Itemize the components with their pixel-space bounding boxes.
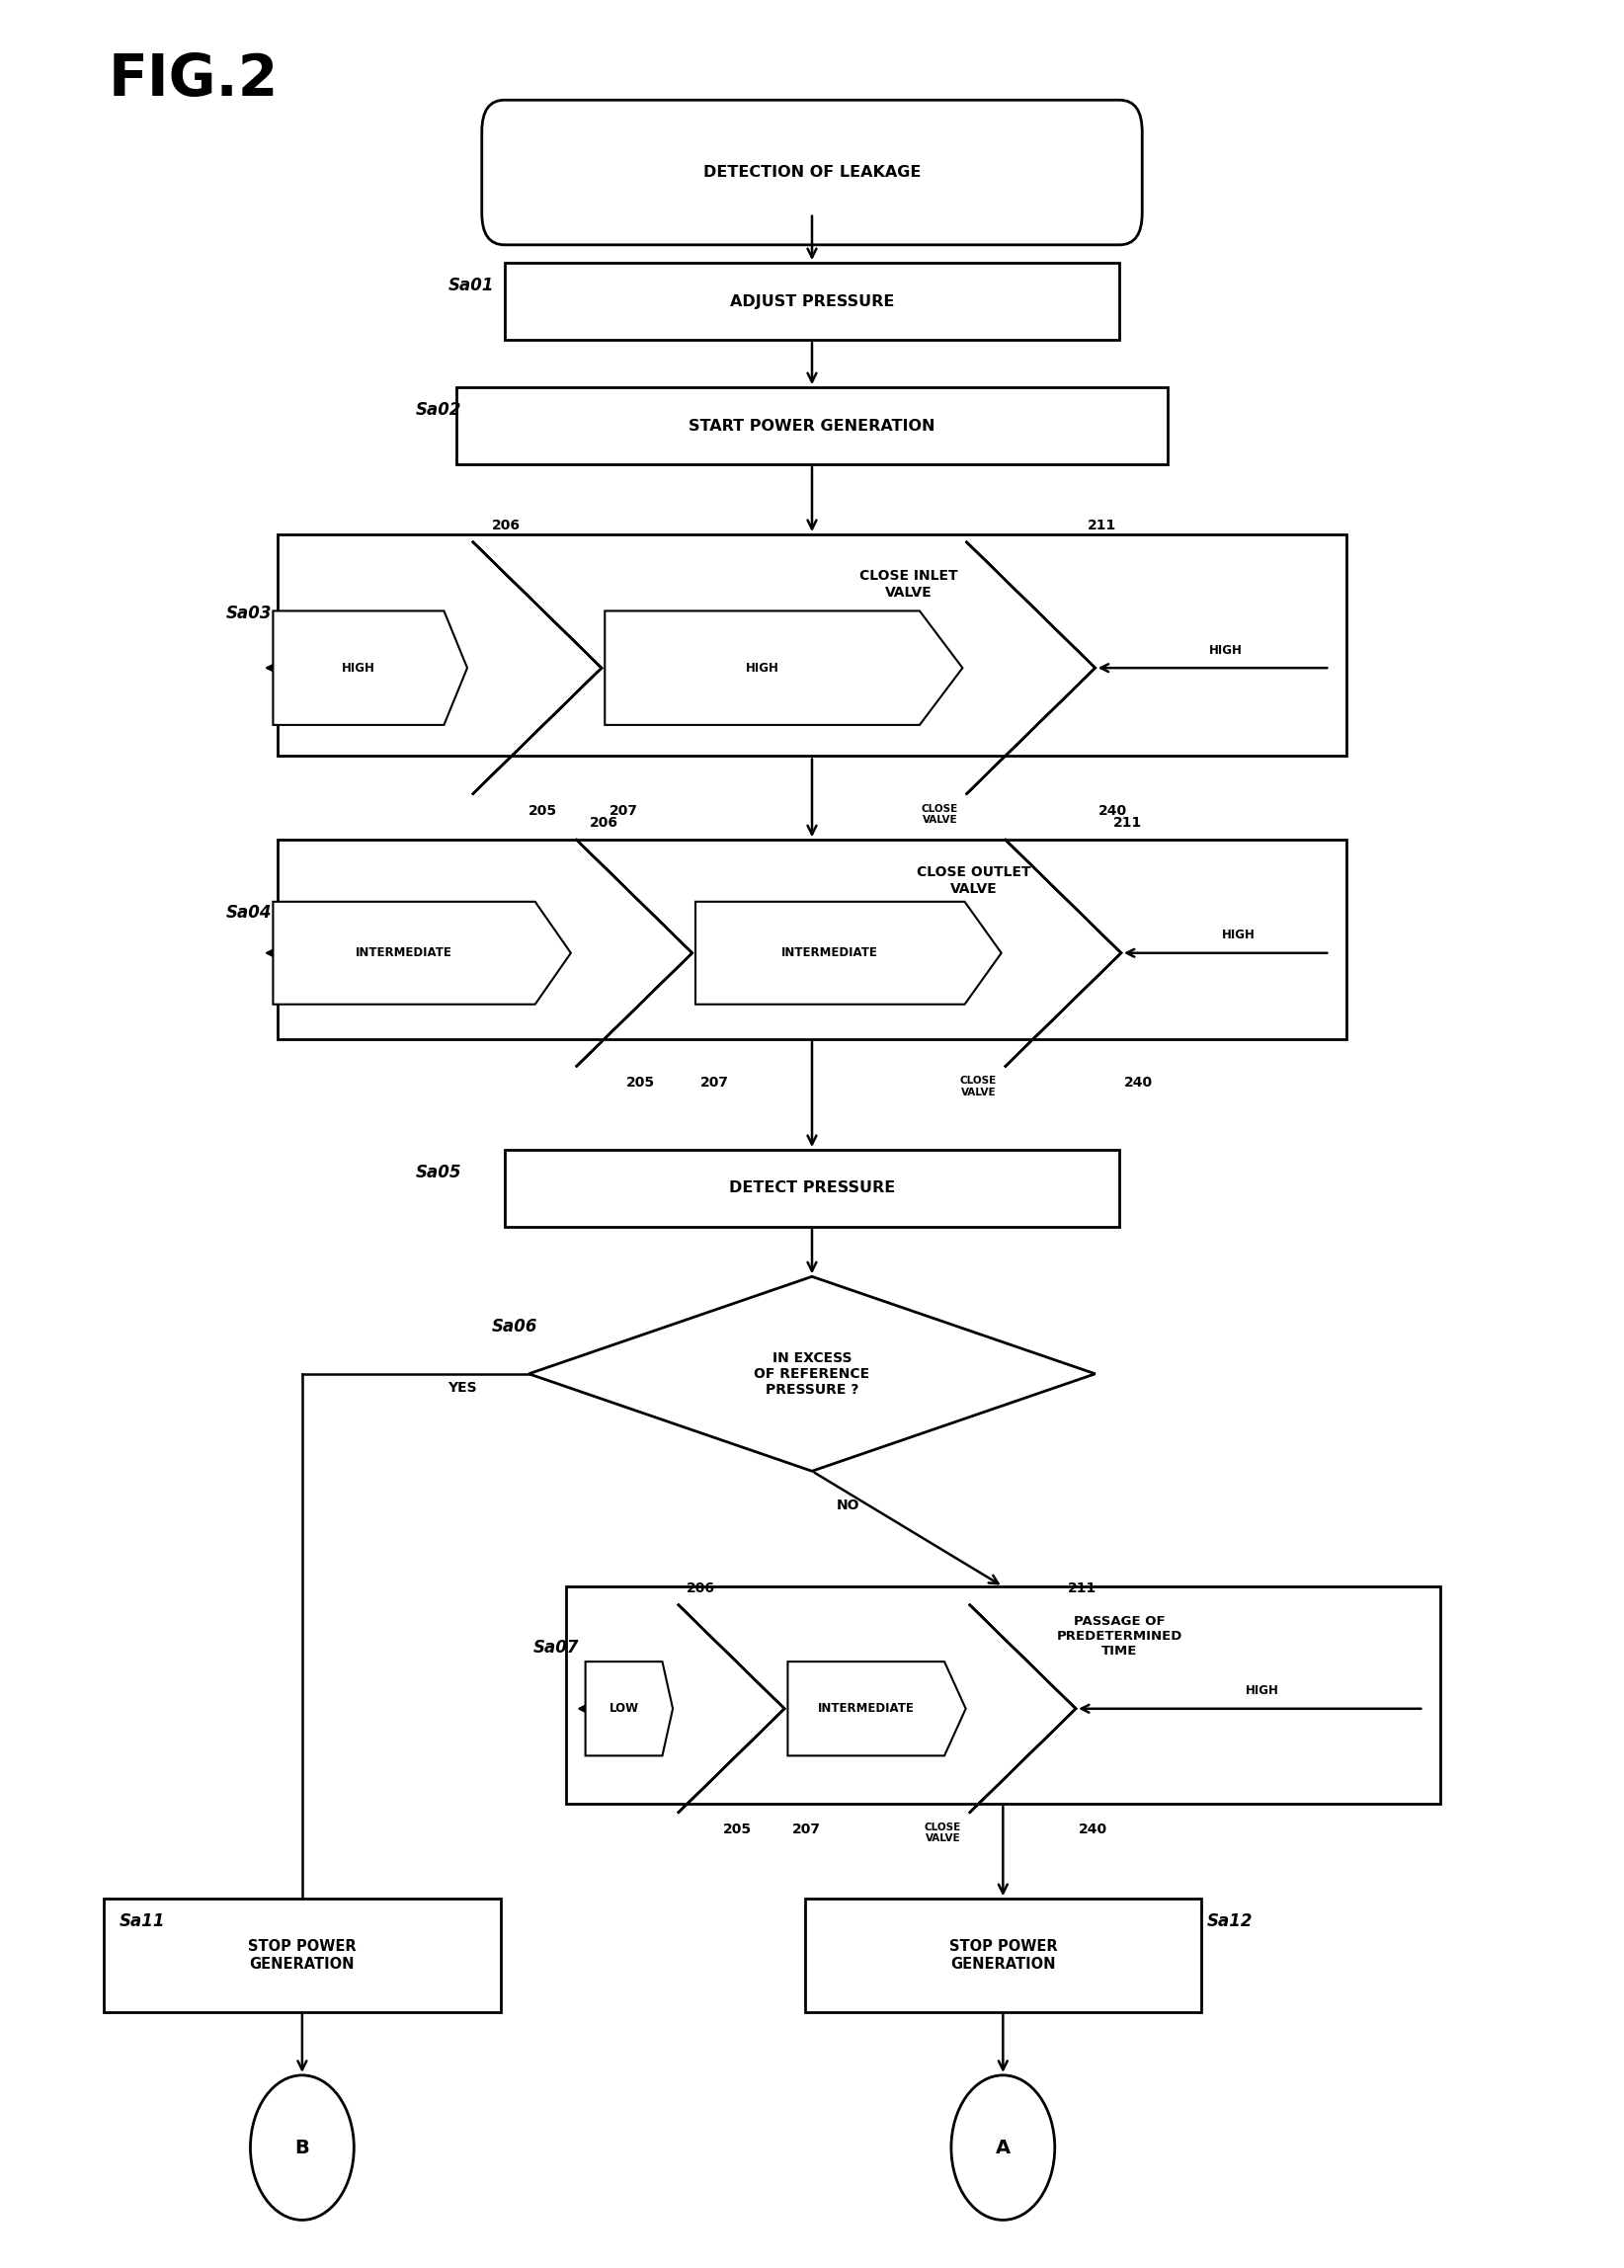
- Text: 205: 205: [625, 1075, 654, 1091]
- Bar: [456, 388, 1168, 465]
- Text: STOP POWER
GENERATION: STOP POWER GENERATION: [248, 1939, 356, 1971]
- Polygon shape: [273, 610, 468, 726]
- Text: ADJUST PRESSURE: ADJUST PRESSURE: [729, 295, 895, 308]
- Text: HIGH: HIGH: [1246, 1685, 1280, 1696]
- Bar: [806, 1898, 1202, 2012]
- Text: 205: 205: [529, 803, 557, 816]
- Text: HIGH: HIGH: [745, 662, 780, 674]
- Text: HIGH: HIGH: [341, 662, 375, 674]
- Text: 207: 207: [700, 1075, 729, 1091]
- Text: PASSAGE OF
PREDETERMINED
TIME: PASSAGE OF PREDETERMINED TIME: [1057, 1615, 1182, 1658]
- Text: 211: 211: [1067, 1581, 1096, 1594]
- Text: INTERMEDIATE: INTERMEDIATE: [818, 1703, 914, 1715]
- Bar: [278, 839, 1346, 1039]
- Text: 240: 240: [1124, 1075, 1153, 1091]
- Polygon shape: [604, 610, 963, 726]
- Text: 240: 240: [1078, 1821, 1108, 1837]
- Text: Sa12: Sa12: [1207, 1912, 1252, 1930]
- Text: LOW: LOW: [609, 1703, 638, 1715]
- Polygon shape: [529, 1277, 1095, 1472]
- Text: CLOSE
VALVE: CLOSE VALVE: [960, 1075, 997, 1098]
- Text: Sa02: Sa02: [416, 401, 461, 420]
- Text: STOP POWER
GENERATION: STOP POWER GENERATION: [948, 1939, 1057, 1971]
- Text: 205: 205: [723, 1821, 752, 1837]
- Polygon shape: [1005, 839, 1121, 1066]
- Text: Sa06: Sa06: [492, 1318, 538, 1336]
- Polygon shape: [788, 1662, 966, 1755]
- Text: CLOSE OUTLET
VALVE: CLOSE OUTLET VALVE: [916, 866, 1031, 896]
- Polygon shape: [575, 839, 692, 1066]
- Text: CLOSE INLET
VALVE: CLOSE INLET VALVE: [859, 569, 958, 599]
- Text: B: B: [296, 2139, 310, 2157]
- Bar: [505, 263, 1119, 340]
- Circle shape: [250, 2075, 354, 2220]
- Text: IN EXCESS
OF REFERENCE
PRESSURE ?: IN EXCESS OF REFERENCE PRESSURE ?: [754, 1352, 870, 1397]
- Bar: [505, 1150, 1119, 1227]
- Circle shape: [952, 2075, 1054, 2220]
- Text: Sa11: Sa11: [119, 1912, 166, 1930]
- Text: 206: 206: [687, 1581, 715, 1594]
- Text: DETECTION OF LEAKAGE: DETECTION OF LEAKAGE: [703, 166, 921, 179]
- Bar: [567, 1588, 1440, 1803]
- Text: HIGH: HIGH: [1208, 644, 1242, 658]
- Text: 206: 206: [590, 816, 617, 830]
- Text: Sa07: Sa07: [534, 1640, 580, 1656]
- Text: INTERMEDIATE: INTERMEDIATE: [356, 946, 453, 959]
- Text: Sa05: Sa05: [416, 1163, 461, 1182]
- Text: INTERMEDIATE: INTERMEDIATE: [781, 946, 879, 959]
- Text: 207: 207: [793, 1821, 822, 1837]
- Text: START POWER GENERATION: START POWER GENERATION: [689, 417, 935, 433]
- Text: Sa04: Sa04: [226, 903, 273, 921]
- Text: Sa01: Sa01: [448, 277, 494, 295]
- Text: CLOSE
VALVE: CLOSE VALVE: [924, 1821, 961, 1844]
- Text: Sa03: Sa03: [226, 606, 273, 621]
- Text: DETECT PRESSURE: DETECT PRESSURE: [729, 1182, 895, 1195]
- Text: 211: 211: [1112, 816, 1142, 830]
- Polygon shape: [677, 1603, 784, 1812]
- Bar: [278, 535, 1346, 755]
- Polygon shape: [473, 542, 601, 794]
- Text: FIG.2: FIG.2: [107, 52, 278, 109]
- Text: 211: 211: [1086, 519, 1116, 533]
- Polygon shape: [585, 1662, 672, 1755]
- Polygon shape: [970, 1603, 1075, 1812]
- Text: A: A: [996, 2139, 1010, 2157]
- Polygon shape: [695, 903, 1002, 1005]
- Polygon shape: [966, 542, 1095, 794]
- Text: 207: 207: [609, 803, 638, 816]
- FancyBboxPatch shape: [482, 100, 1142, 245]
- Text: NO: NO: [836, 1499, 859, 1513]
- Polygon shape: [273, 903, 572, 1005]
- Text: YES: YES: [448, 1381, 477, 1395]
- Text: HIGH: HIGH: [1221, 930, 1255, 941]
- Text: CLOSE
VALVE: CLOSE VALVE: [921, 803, 958, 826]
- Bar: [104, 1898, 500, 2012]
- Text: 240: 240: [1098, 803, 1127, 816]
- Text: 206: 206: [492, 519, 521, 533]
